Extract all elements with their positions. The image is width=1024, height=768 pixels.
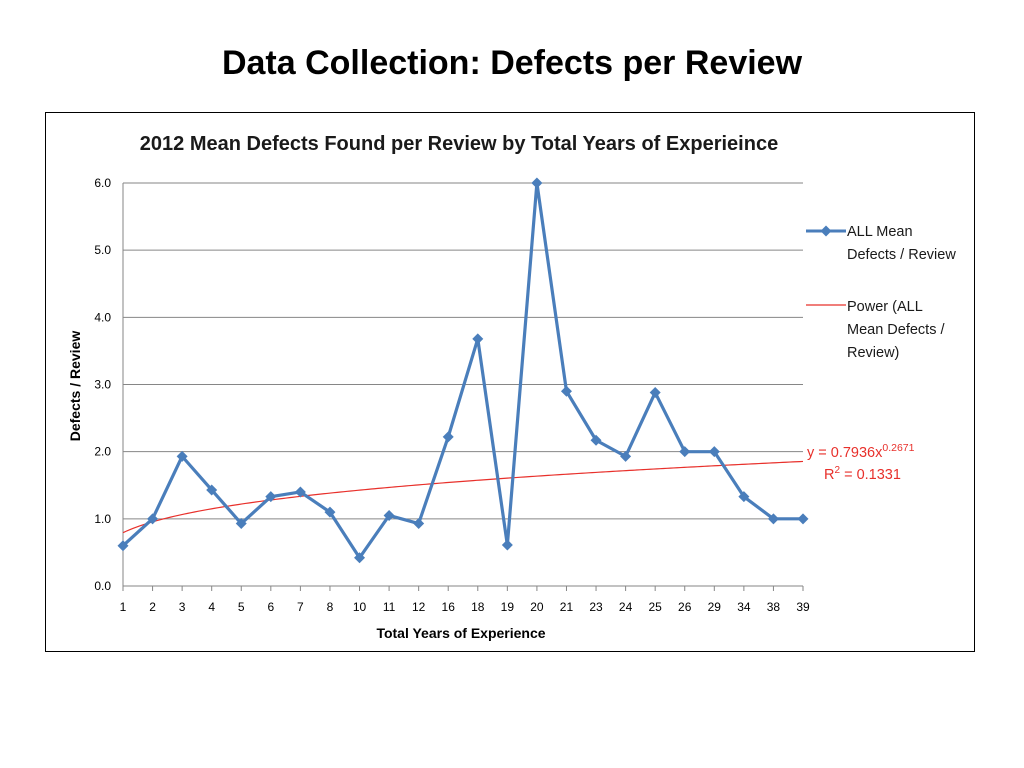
x-tick-label: 38	[767, 600, 781, 614]
data-point	[708, 446, 720, 458]
data-point	[531, 177, 543, 189]
power-trendline	[122, 460, 804, 534]
x-tick-label: 26	[678, 600, 692, 614]
data-point	[442, 431, 454, 443]
data-point	[265, 491, 277, 503]
data-point	[235, 518, 247, 530]
data-point	[501, 539, 513, 551]
x-axis-label: Total Years of Experience	[376, 625, 545, 641]
y-tick-label: 2.0	[94, 445, 111, 459]
y-tick-label: 1.0	[94, 512, 111, 526]
data-point	[649, 387, 661, 399]
x-tick-label: 25	[648, 600, 662, 614]
x-tick-label: 4	[208, 600, 215, 614]
series-layer	[117, 177, 809, 564]
x-tick-label: 23	[589, 600, 603, 614]
data-point	[294, 486, 306, 498]
legend-trend-label-line2: Mean Defects /	[847, 322, 945, 338]
x-tick-label: 1	[120, 600, 127, 614]
x-tick-label: 10	[353, 600, 367, 614]
y-tick-label: 3.0	[94, 378, 111, 392]
y-tick-label: 4.0	[94, 310, 111, 324]
data-point	[147, 513, 159, 525]
data-point	[354, 552, 366, 564]
data-point	[620, 450, 632, 462]
trend-equation-base: y = 0.7936x	[807, 445, 883, 461]
x-tick-label: 7	[297, 600, 304, 614]
trend-r-squared: R2 = 0.1331	[824, 465, 901, 483]
x-tick-label: 8	[327, 600, 334, 614]
y-tick-label: 0.0	[94, 579, 111, 593]
x-tick-label: 5	[238, 600, 245, 614]
legend-series-label-line2: Defects / Review	[847, 247, 956, 263]
data-point	[324, 506, 336, 518]
x-tick-label: 39	[796, 600, 810, 614]
y-tick-label: 6.0	[94, 176, 111, 190]
x-tick-label: 12	[412, 600, 426, 614]
x-tick-label: 21	[560, 600, 574, 614]
y-tick-labels: 0.0 1.0 2.0 3.0 4.0 5.0 6.0	[94, 176, 111, 593]
data-point	[797, 513, 809, 525]
legend: ALL Mean Defects / Review Power (ALL Mea…	[806, 224, 956, 361]
x-tick-label: 3	[179, 600, 186, 614]
data-point	[679, 446, 691, 458]
x-tick-labels: 1 2 3 4 5 6 7 8 10 11 12 16 18 19 20 21 23 24 25 26 29 34 38 39	[120, 586, 810, 614]
legend-series-marker	[820, 225, 832, 237]
x-tick-label: 11	[383, 600, 396, 614]
x-tick-label: 6	[267, 600, 274, 614]
data-point	[472, 333, 484, 345]
trend-r2-power: 2	[834, 465, 840, 476]
x-tick-label: 24	[619, 600, 633, 614]
slide-title: Data Collection: Defects per Review	[221, 44, 803, 82]
trendline-layer	[122, 460, 804, 534]
chart-title: 2012 Mean Defects Found per Review by To…	[140, 133, 778, 155]
x-tick-label: 19	[501, 600, 515, 614]
data-point	[117, 540, 129, 552]
data-point	[767, 513, 779, 525]
defects-line-chart: 2012 Mean Defects Found per Review by To…	[67, 133, 956, 641]
trend-r2-value: = 0.1331	[840, 467, 901, 483]
legend-series-label-line1: ALL Mean	[847, 224, 913, 240]
x-tick-label: 16	[442, 600, 456, 614]
x-tick-label: 29	[708, 600, 722, 614]
series-line	[121, 181, 803, 560]
data-point	[206, 484, 218, 496]
trend-equation-exponent: 0.2671	[882, 442, 914, 454]
trend-r2-symbol: R	[824, 467, 834, 483]
y-tick-label: 5.0	[94, 243, 111, 257]
legend-trend-label-line1: Power (ALL	[847, 299, 923, 315]
x-tick-label: 18	[471, 600, 485, 614]
data-point	[560, 385, 572, 397]
trend-equation: y = 0.7936x0.2671	[807, 442, 915, 461]
x-tick-label: 2	[149, 600, 156, 614]
x-tick-label: 34	[737, 600, 751, 614]
data-point	[176, 450, 188, 462]
legend-trend-label-line3: Review)	[847, 345, 899, 361]
data-point	[738, 491, 750, 503]
x-tick-label: 20	[530, 600, 544, 614]
data-point	[413, 518, 425, 530]
chart-frame: 2012 Mean Defects Found per Review by To…	[45, 112, 975, 652]
data-point	[590, 434, 602, 446]
y-axis-label: Defects / Review	[67, 331, 83, 442]
